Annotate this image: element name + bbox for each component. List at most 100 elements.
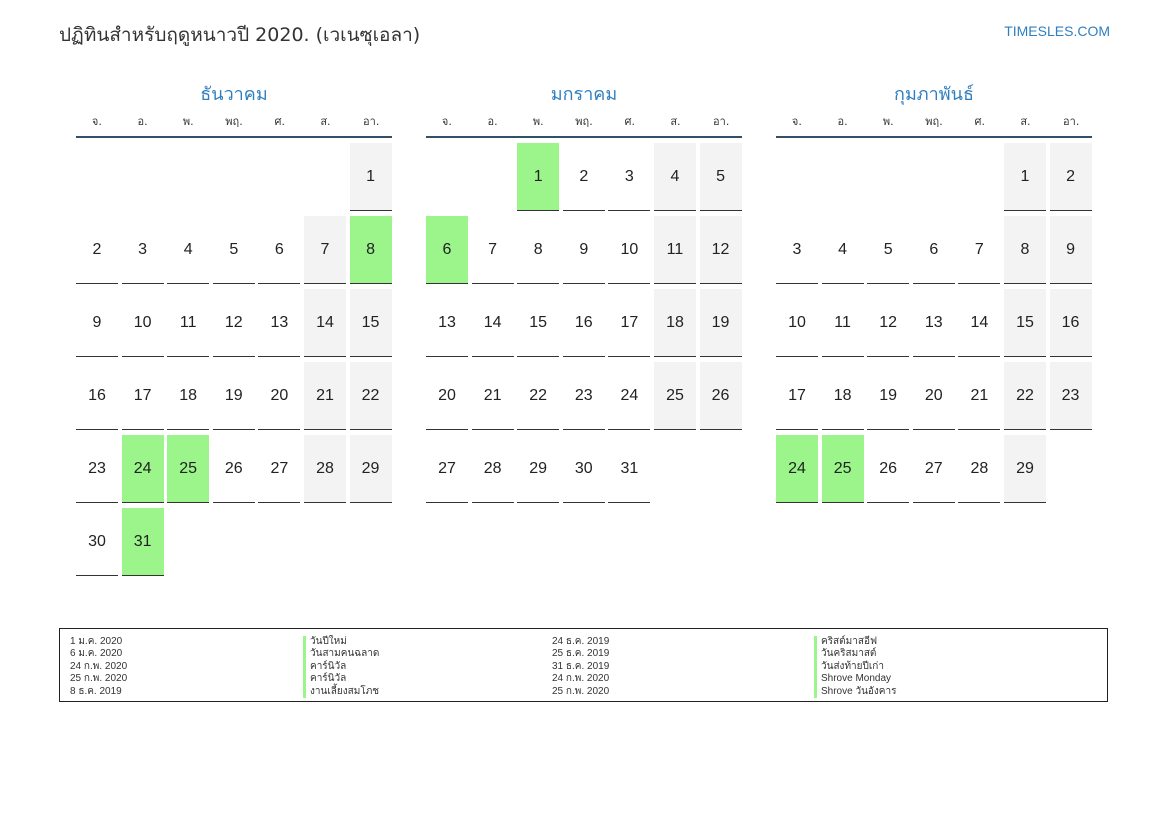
weekday-label: ส. bbox=[670, 115, 681, 128]
day-cell: 14 bbox=[958, 289, 1001, 357]
legend-entry: วันคริสมาสต์ bbox=[821, 648, 877, 660]
empty-cell bbox=[913, 143, 955, 211]
day-cell: 3 bbox=[608, 143, 651, 211]
day-cell: 12 bbox=[699, 216, 742, 284]
weekday-label: ศ. bbox=[274, 115, 285, 128]
legend-entry: 24 ก.พ. 2020 bbox=[70, 660, 128, 672]
day-cell: 31 bbox=[608, 435, 651, 503]
day-cell: 29 bbox=[1003, 435, 1046, 503]
day-cell: 28 bbox=[958, 435, 1001, 503]
legend-entry: 24 ก.พ. 2020 bbox=[552, 673, 610, 685]
day-cell: 2 bbox=[562, 143, 605, 211]
day-cell: 14 bbox=[303, 289, 346, 357]
weekday-header: จ. อ. พ. พฤ. ศ. ส. อา. bbox=[776, 112, 1092, 138]
day-cell: 18 bbox=[821, 362, 864, 430]
legend-names-2: คริสต์มาสอีฟ วันคริสมาสต์ วันส่งท้ายปีเก่า… bbox=[814, 636, 897, 699]
weekday-label: พฤ. bbox=[575, 115, 593, 128]
empty-cell bbox=[167, 143, 209, 211]
empty-cell bbox=[304, 143, 346, 211]
day-cell: 16 bbox=[1049, 289, 1092, 357]
legend-entry: งานเลี้ยงสมโภช bbox=[310, 685, 380, 697]
day-cell: 4 bbox=[653, 143, 696, 211]
empty-cell bbox=[867, 143, 909, 211]
day-cell: 10 bbox=[121, 289, 164, 357]
legend-entry: คาร์นิวัล bbox=[310, 673, 347, 685]
month-name: ธันวาคม bbox=[200, 84, 268, 105]
legend-entry: วันส่งท้ายปีเก่า bbox=[821, 660, 884, 672]
day-cell: 20 bbox=[426, 362, 468, 430]
legend-dates-2: 24 ธ.ค. 2019 25 ธ.ค. 2019 31 ธ.ค. 2019 24 ก… bbox=[552, 636, 609, 698]
day-cell: 23 bbox=[1049, 362, 1092, 430]
weekday-label: อ. bbox=[137, 115, 148, 128]
day-cell: 19 bbox=[867, 362, 910, 430]
day-cell: 4 bbox=[821, 216, 864, 284]
month-december: ธันวาคม จ. อ. พ. พฤ. ศ. ส. อา. 1 2 3 4 5 6 7 8 9 10 11 12… bbox=[76, 82, 392, 576]
day-cell: 12 bbox=[867, 289, 910, 357]
day-cell: 19 bbox=[212, 362, 255, 430]
month-february: กุมภาพันธ์ จ. อ. พ. พฤ. ศ. ส. อา. 1 2 3 4 5 6 7 8 9 10 1… bbox=[776, 82, 1092, 503]
day-cell: 15 bbox=[517, 289, 560, 357]
day-cell: 5 bbox=[212, 216, 255, 284]
day-cell: 5 bbox=[867, 216, 910, 284]
empty-cell bbox=[76, 143, 118, 211]
weekday-label: จ. bbox=[791, 115, 802, 128]
weekday-label: ส. bbox=[1020, 115, 1031, 128]
weekday-label: อ. bbox=[837, 115, 848, 128]
site-link[interactable]: TIMESLES.COM bbox=[1004, 23, 1110, 39]
empty-cell bbox=[822, 143, 864, 211]
day-cell: 19 bbox=[699, 289, 742, 357]
day-cell: 26 bbox=[867, 435, 910, 503]
day-cell: 28 bbox=[471, 435, 514, 503]
empty-cell bbox=[258, 143, 300, 211]
day-cell: 25 bbox=[653, 362, 696, 430]
legend-entry: 25 ธ.ค. 2019 bbox=[552, 648, 610, 660]
weekday-label: พฤ. bbox=[225, 115, 243, 128]
day-cell: 13 bbox=[258, 289, 301, 357]
day-cell: 10 bbox=[776, 289, 818, 357]
day-cell: 13 bbox=[912, 289, 955, 357]
day-cell: 22 bbox=[517, 362, 560, 430]
day-cell: 15 bbox=[1003, 289, 1046, 357]
legend-entry: 1 ม.ค. 2020 bbox=[70, 636, 123, 647]
day-cell: 30 bbox=[562, 435, 605, 503]
day-cell: 29 bbox=[517, 435, 560, 503]
legend-entry: คาร์นิวัล bbox=[310, 660, 347, 672]
weekday-label: พ. bbox=[182, 115, 194, 128]
day-cell: 12 bbox=[212, 289, 255, 357]
day-cell: 3 bbox=[776, 216, 818, 284]
legend-names-1: วันปีใหม่ วันสามคนฉลาด คาร์นิวัล คาร์นิวัลง… bbox=[303, 636, 380, 699]
day-cell: 8 bbox=[517, 216, 560, 284]
day-grid: 1 2 3 4 5 6 7 8 9 10 11 12 13 14 15 16 17 18 19 20 21 22 23 24 2… bbox=[776, 143, 1092, 503]
empty-cell bbox=[472, 143, 514, 211]
holiday-day-cell: 8 bbox=[349, 216, 392, 284]
weekday-label: อ. bbox=[487, 115, 498, 128]
day-cell: 11 bbox=[821, 289, 864, 357]
day-cell: 6 bbox=[912, 216, 955, 284]
day-cell: 23 bbox=[562, 362, 605, 430]
weekday-label: อา. bbox=[1063, 115, 1080, 128]
day-cell: 9 bbox=[562, 216, 605, 284]
day-cell: 13 bbox=[426, 289, 468, 357]
weekday-label: พ. bbox=[532, 115, 544, 128]
legend-entry: Shrove วันอังคาร bbox=[821, 685, 897, 697]
weekday-label: ศ. bbox=[974, 115, 985, 128]
weekday-header: จ. อ. พ. พฤ. ศ. ส. อา. bbox=[76, 112, 392, 138]
day-cell: 17 bbox=[776, 362, 818, 430]
day-cell: 1 bbox=[349, 143, 392, 211]
holiday-day-cell: 31 bbox=[121, 508, 164, 576]
day-cell: 22 bbox=[1003, 362, 1046, 430]
holiday-day-cell: 24 bbox=[776, 435, 818, 503]
day-cell: 17 bbox=[121, 362, 164, 430]
day-cell: 9 bbox=[1049, 216, 1092, 284]
month-january: มกราคม จ. อ. พ. พฤ. ศ. ส. อา. 1 2 3 4 5 6 7 8 9 10 11 12 1… bbox=[426, 82, 742, 503]
empty-cell bbox=[776, 143, 818, 211]
legend-entry: 31 ธ.ค. 2019 bbox=[552, 660, 610, 672]
legend-entry: 25 ก.พ. 2020 bbox=[70, 673, 128, 685]
day-cell: 5 bbox=[699, 143, 742, 211]
weekday-label: จ. bbox=[91, 115, 102, 128]
day-cell: 18 bbox=[167, 362, 210, 430]
day-cell: 24 bbox=[608, 362, 651, 430]
day-cell: 7 bbox=[471, 216, 514, 284]
holiday-day-cell: 1 bbox=[517, 143, 560, 211]
day-cell: 26 bbox=[212, 435, 255, 503]
